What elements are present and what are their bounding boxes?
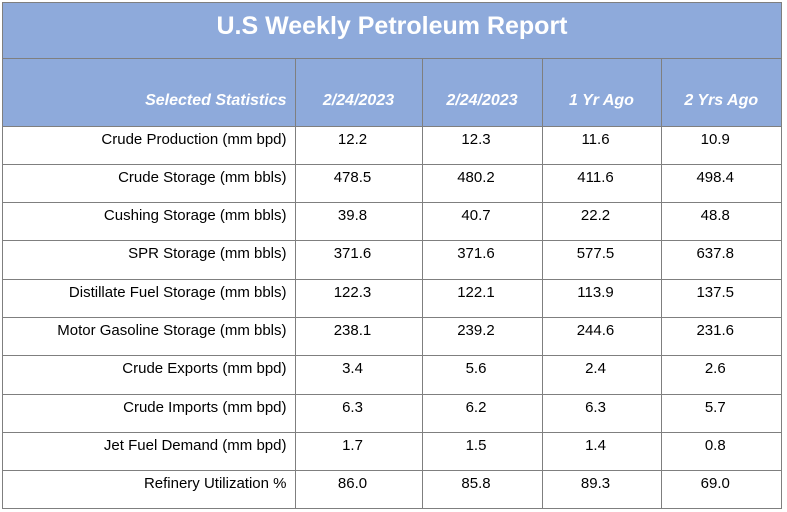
row-label: Crude Exports (mm bpd) bbox=[3, 355, 295, 395]
column-header-1-yr-ago: 1 Yr Ago bbox=[541, 59, 661, 127]
row-label: Distillate Fuel Storage (mm bbls) bbox=[3, 279, 295, 318]
table-cell: 122.1 bbox=[421, 279, 542, 318]
table-cell: 577.5 bbox=[541, 240, 661, 280]
table-cell: 371.6 bbox=[421, 240, 542, 280]
row-label: Crude Imports (mm bpd) bbox=[3, 394, 295, 433]
table-cell: 2.4 bbox=[541, 355, 661, 395]
table-cell: 69.0 bbox=[660, 470, 781, 509]
table-cell: 480.2 bbox=[421, 164, 542, 204]
table-cell: 3.4 bbox=[294, 355, 422, 395]
table-row: Distillate Fuel Storage (mm bbls) 122.3 12… bbox=[3, 279, 781, 318]
table-cell: 10.9 bbox=[660, 126, 781, 165]
table-row: Cushing Storage (mm bbls) 39.8 40.7 22.2 48.… bbox=[3, 202, 781, 242]
column-header-statistics: Selected Statistics bbox=[3, 59, 295, 127]
table-cell: 0.8 bbox=[660, 432, 781, 472]
table-cell: 637.8 bbox=[660, 240, 781, 280]
column-header-date-2: 2/24/2023 bbox=[421, 59, 542, 127]
table-cell: 239.2 bbox=[421, 317, 542, 357]
table-cell: 11.6 bbox=[541, 126, 661, 165]
table-row: Crude Storage (mm bbls) 478.5 480.2 411.6 49… bbox=[3, 164, 781, 204]
table-cell: 6.3 bbox=[294, 394, 422, 433]
table-row: Refinery Utilization % 86.0 85.8 89.3 69.0 bbox=[3, 470, 781, 509]
table-cell: 498.4 bbox=[660, 164, 781, 204]
table-cell: 6.2 bbox=[421, 394, 542, 433]
table-row: Motor Gasoline Storage (mm bbls) 238.1 239… bbox=[3, 317, 781, 357]
table-cell: 85.8 bbox=[421, 470, 542, 509]
table-cell: 238.1 bbox=[294, 317, 422, 357]
table-cell: 5.7 bbox=[660, 394, 781, 433]
table-cell: 2.6 bbox=[660, 355, 781, 395]
column-header-2-yrs-ago: 2 Yrs Ago bbox=[660, 59, 781, 127]
table-row: Crude Production (mm bpd) 12.2 12.3 11.6 10.… bbox=[3, 126, 781, 165]
table-cell: 86.0 bbox=[294, 470, 422, 509]
table-cell: 231.6 bbox=[660, 317, 781, 357]
table-cell: 22.2 bbox=[541, 202, 661, 242]
row-label: Cushing Storage (mm bbls) bbox=[3, 202, 295, 242]
report-title: U.S Weekly Petroleum Report bbox=[3, 3, 781, 59]
table-cell: 371.6 bbox=[294, 240, 422, 280]
table-row: SPR Storage (mm bbls) 371.6 371.6 577.5 637.… bbox=[3, 240, 781, 280]
table-cell: 12.3 bbox=[421, 126, 542, 165]
table-cell: 122.3 bbox=[294, 279, 422, 318]
row-label: Motor Gasoline Storage (mm bbls) bbox=[3, 317, 295, 357]
row-label: SPR Storage (mm bbls) bbox=[3, 240, 295, 280]
table-cell: 39.8 bbox=[294, 202, 422, 242]
statistics-table: Selected Statistics 2/24/2023 2/24/2023 … bbox=[3, 59, 781, 509]
table-cell: 1.7 bbox=[294, 432, 422, 472]
table-cell: 478.5 bbox=[294, 164, 422, 204]
table-cell: 244.6 bbox=[541, 317, 661, 357]
column-header-date-1: 2/24/2023 bbox=[294, 59, 422, 127]
table-row: Jet Fuel Demand (mm bpd) 1.7 1.5 1.4 0.8 bbox=[3, 432, 781, 472]
table-cell: 411.6 bbox=[541, 164, 661, 204]
table-row: Crude Imports (mm bpd) 6.3 6.2 6.3 5.7 bbox=[3, 394, 781, 433]
table-cell: 48.8 bbox=[660, 202, 781, 242]
row-label: Crude Production (mm bpd) bbox=[3, 126, 295, 165]
header-row: Selected Statistics 2/24/2023 2/24/2023 … bbox=[3, 59, 781, 127]
table-cell: 1.4 bbox=[541, 432, 661, 472]
table-cell: 113.9 bbox=[541, 279, 661, 318]
table-body: Crude Production (mm bpd) 12.2 12.3 11.6 10.… bbox=[3, 126, 781, 509]
table-cell: 1.5 bbox=[421, 432, 542, 472]
table-row: Crude Exports (mm bpd) 3.4 5.6 2.4 2.6 bbox=[3, 355, 781, 395]
table-cell: 137.5 bbox=[660, 279, 781, 318]
row-label: Crude Storage (mm bbls) bbox=[3, 164, 295, 204]
table-cell: 12.2 bbox=[294, 126, 422, 165]
table-cell: 5.6 bbox=[421, 355, 542, 395]
table-cell: 89.3 bbox=[541, 470, 661, 509]
row-label: Refinery Utilization % bbox=[143, 475, 287, 493]
table-cell: 40.7 bbox=[421, 202, 542, 242]
row-label: Jet Fuel Demand (mm bpd) bbox=[3, 432, 295, 472]
table-cell: 6.3 bbox=[541, 394, 661, 433]
